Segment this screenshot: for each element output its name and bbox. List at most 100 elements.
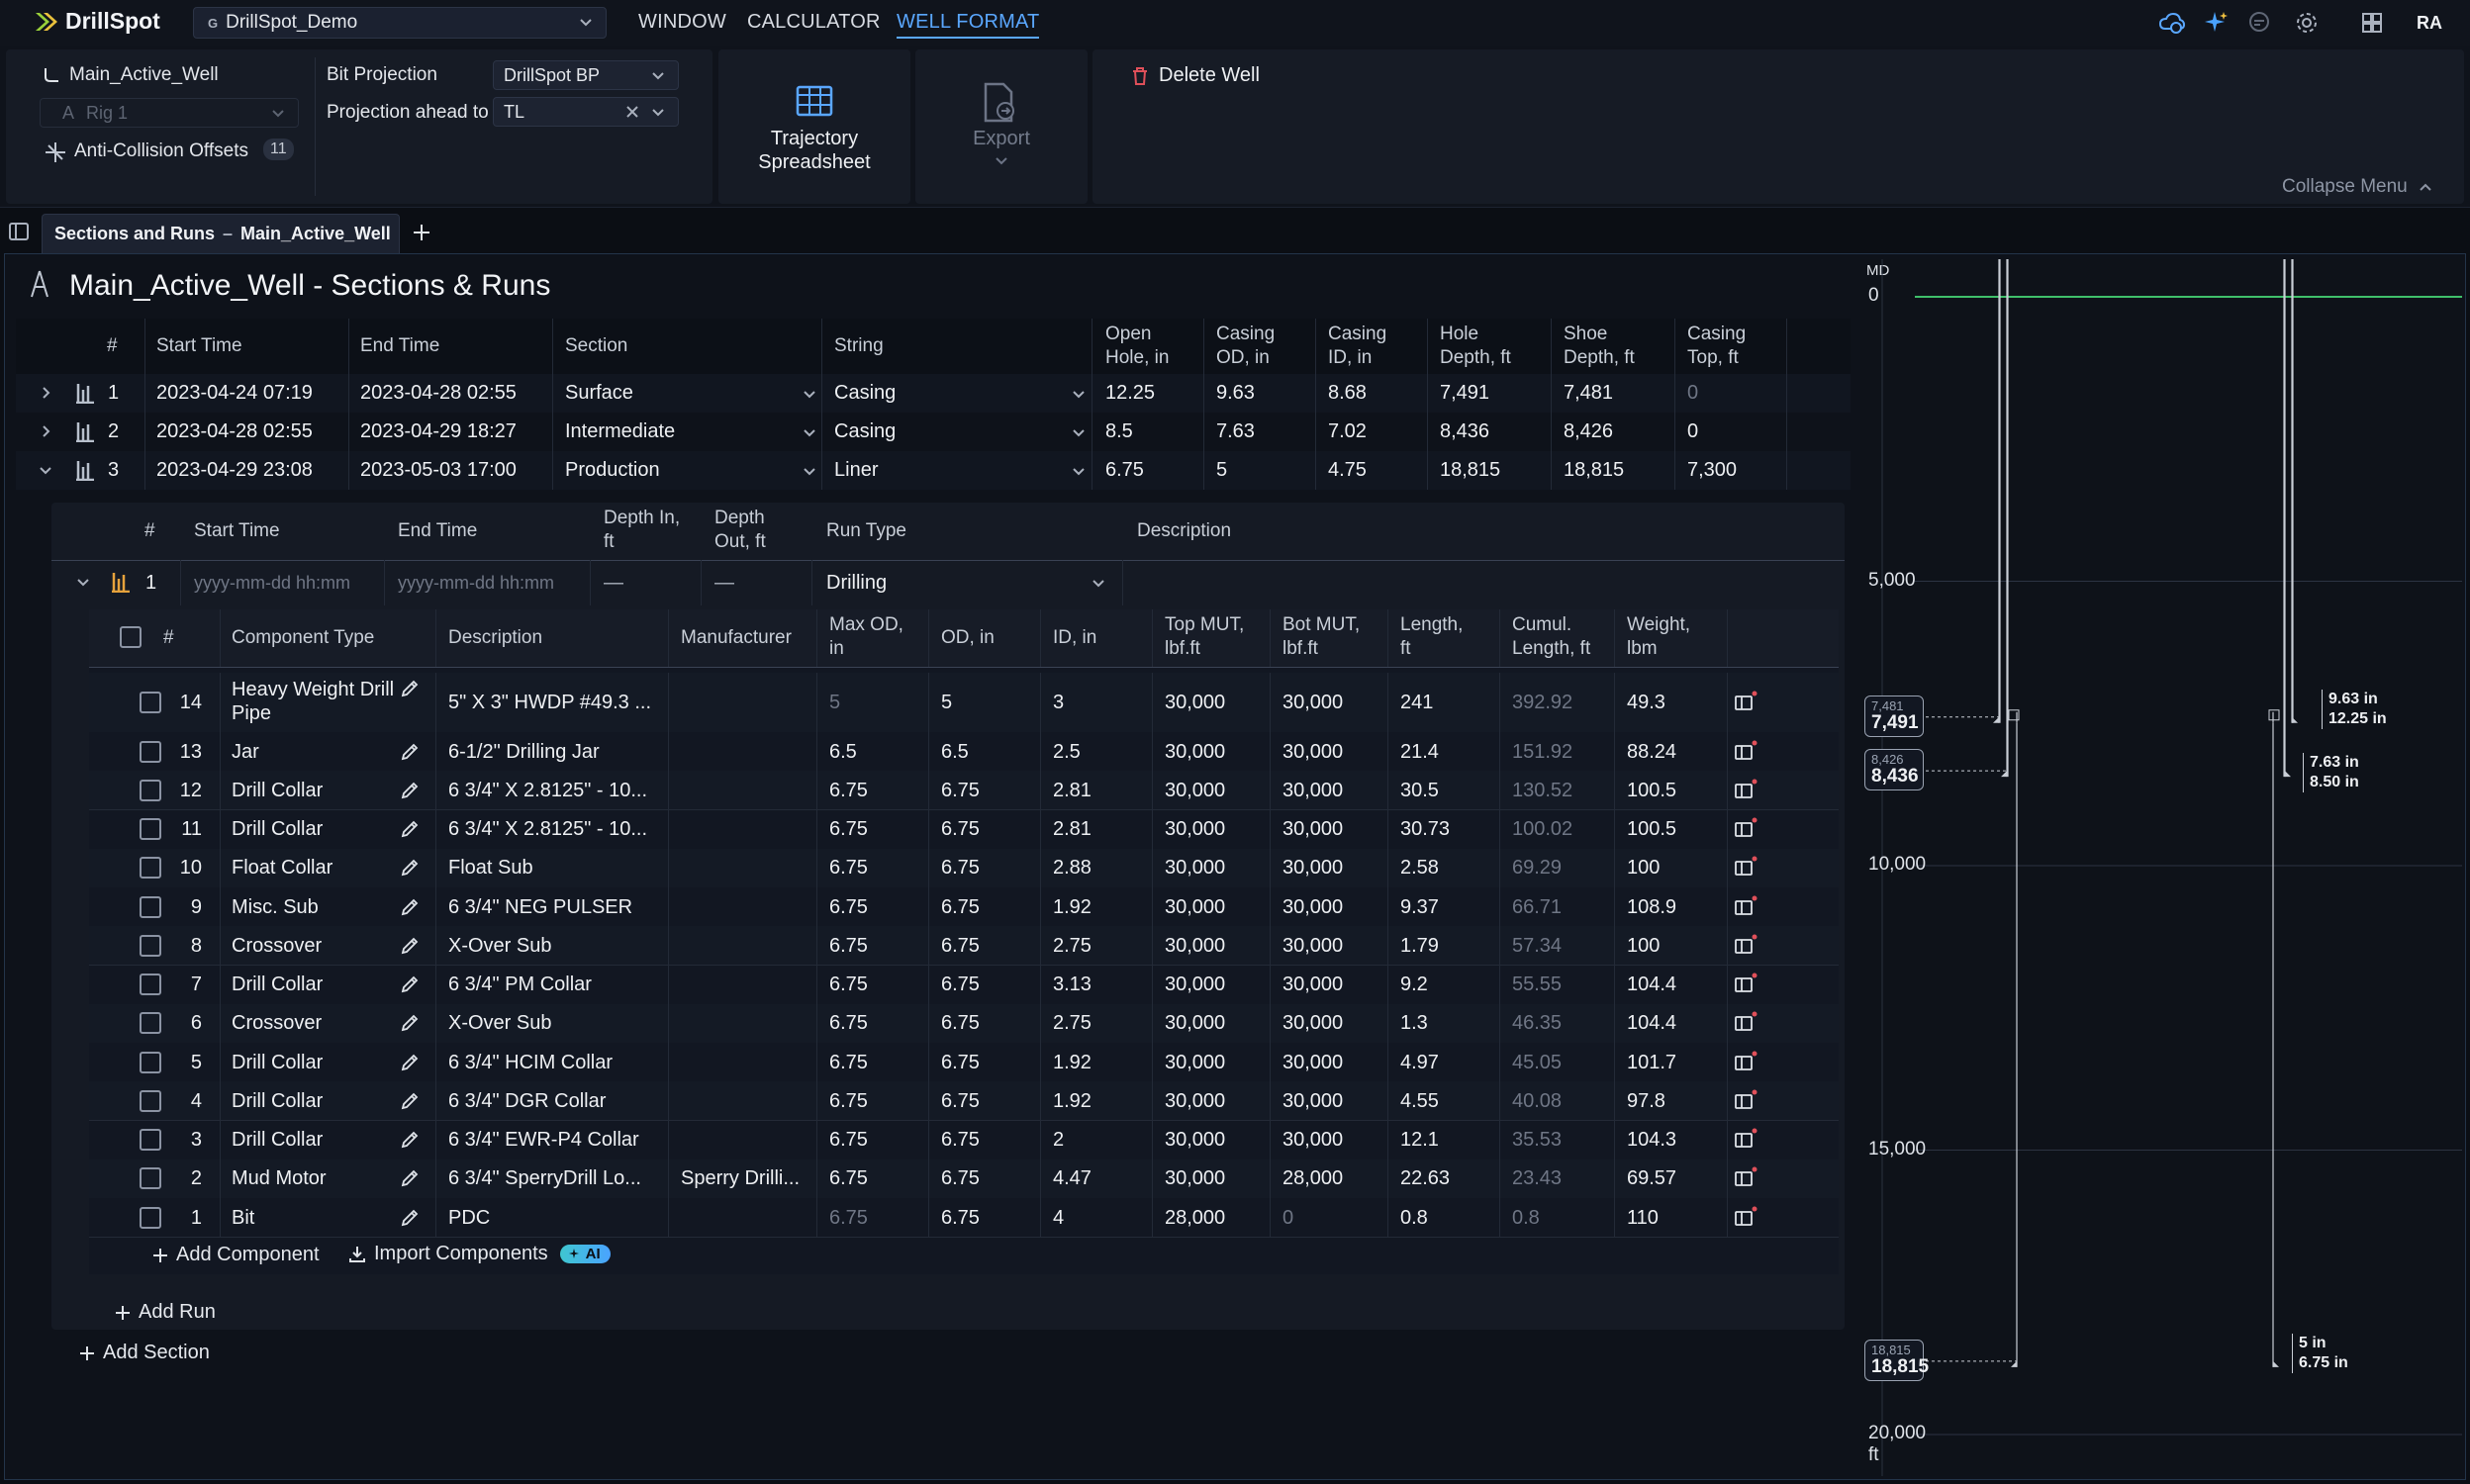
component-od[interactable]: 6.75 xyxy=(941,1089,980,1112)
ai-sparkle-icon[interactable] xyxy=(2202,8,2232,38)
section-num[interactable]: 1 xyxy=(108,382,120,404)
nav-window[interactable]: WINDOW xyxy=(638,11,726,33)
comp-col-weight[interactable]: Weight, lbm xyxy=(1627,614,1691,659)
edit-pencil-icon[interactable] xyxy=(400,1130,420,1150)
component-description[interactable]: PDC xyxy=(448,1206,491,1229)
component-length[interactable]: 9.37 xyxy=(1400,895,1439,918)
chevron-right-icon[interactable] xyxy=(38,423,53,439)
component-cumul[interactable]: 35.53 xyxy=(1512,1129,1563,1151)
component-id[interactable]: 2.81 xyxy=(1053,818,1092,840)
add-tab-icon[interactable] xyxy=(412,223,431,242)
edit-pencil-icon[interactable] xyxy=(400,1091,420,1111)
details-panel-icon[interactable] xyxy=(1734,1011,1758,1033)
component-od[interactable]: 5 xyxy=(941,692,953,713)
component-type[interactable]: Drill Collar xyxy=(232,818,324,840)
component-max-od[interactable]: 6.5 xyxy=(829,740,857,763)
component-row[interactable] xyxy=(89,1043,1839,1081)
component-type[interactable]: Bit xyxy=(232,1206,255,1229)
details-panel-icon[interactable] xyxy=(1734,1166,1758,1188)
comp-col-max-od[interactable]: Max OD, in xyxy=(829,614,903,659)
section-num[interactable]: 2 xyxy=(108,420,120,442)
row-checkbox[interactable] xyxy=(140,974,161,995)
component-weight[interactable]: 104.3 xyxy=(1627,1129,1677,1151)
add-run-button[interactable]: Add Run xyxy=(115,1301,216,1324)
add-component-button[interactable]: Add Component xyxy=(152,1244,320,1266)
col-start-time[interactable]: Start Time xyxy=(156,335,242,356)
section-start[interactable]: 2023-04-29 23:08 xyxy=(156,459,313,481)
component-type[interactable]: Crossover xyxy=(232,1012,323,1035)
component-id[interactable]: 2.88 xyxy=(1053,857,1092,880)
component-cumul[interactable]: 23.43 xyxy=(1512,1167,1563,1190)
component-cumul[interactable]: 55.55 xyxy=(1512,974,1563,995)
section-casing-id[interactable]: 8.68 xyxy=(1328,382,1367,404)
depth-marker[interactable]: 18,815 18,815 xyxy=(1864,1339,1929,1381)
component-manufacturer[interactable]: Sperry Drilli... xyxy=(681,1167,801,1190)
component-row[interactable] xyxy=(89,1081,1839,1121)
component-id[interactable]: 1.92 xyxy=(1053,1089,1092,1112)
component-bot-mut[interactable]: 30,000 xyxy=(1282,779,1344,801)
run-col-run-type[interactable]: Run Type xyxy=(826,520,906,541)
component-type[interactable]: Drill Collar xyxy=(232,1129,324,1151)
anti-collision-offsets[interactable]: Anti-Collision Offsets xyxy=(74,140,248,161)
component-od[interactable]: 6.5 xyxy=(941,740,969,763)
component-id[interactable]: 4 xyxy=(1053,1206,1065,1229)
edit-pencil-icon[interactable] xyxy=(400,858,420,878)
component-od[interactable]: 6.75 xyxy=(941,818,980,840)
sidebar-toggle-icon[interactable] xyxy=(8,222,30,241)
row-checkbox[interactable] xyxy=(140,857,161,880)
bit-projection-select[interactable]: DrillSpot BP xyxy=(493,60,679,90)
details-panel-icon[interactable] xyxy=(1734,1051,1758,1072)
edit-pencil-icon[interactable] xyxy=(400,897,420,917)
component-max-od[interactable]: 5 xyxy=(829,692,841,713)
export-button[interactable]: Export xyxy=(930,77,1073,180)
details-panel-icon[interactable] xyxy=(1734,740,1758,762)
component-cumul[interactable]: 69.29 xyxy=(1512,857,1563,880)
row-checkbox[interactable] xyxy=(140,740,161,763)
component-top-mut[interactable]: 30,000 xyxy=(1165,779,1226,801)
component-bot-mut[interactable]: 30,000 xyxy=(1282,692,1344,713)
chevron-down-icon[interactable] xyxy=(75,574,91,590)
row-checkbox[interactable] xyxy=(140,818,161,840)
section-casing-od[interactable]: 9.63 xyxy=(1216,382,1255,404)
component-type[interactable]: Drill Collar xyxy=(232,779,324,801)
depth-marker[interactable]: 7,481 7,491 xyxy=(1864,695,1924,737)
component-cumul[interactable]: 46.35 xyxy=(1512,1012,1563,1035)
component-row[interactable] xyxy=(89,848,1839,887)
nav-well-format[interactable]: WELL FORMAT xyxy=(897,11,1040,39)
component-length[interactable]: 2.58 xyxy=(1400,857,1439,880)
section-string[interactable]: Casing xyxy=(834,420,897,442)
comp-col-length[interactable]: Length, ft xyxy=(1400,614,1464,659)
component-cumul[interactable]: 45.05 xyxy=(1512,1051,1563,1073)
component-od[interactable]: 6.75 xyxy=(941,895,980,918)
component-description[interactable]: 6 3/4" NEG PULSER xyxy=(448,895,633,918)
app-logo[interactable]: DrillSpot xyxy=(34,8,160,35)
run-col-start[interactable]: Start Time xyxy=(194,520,280,541)
run-col-end[interactable]: End Time xyxy=(398,520,478,541)
tab-sections-and-runs[interactable]: Sections and Runs – Main_Active_Well xyxy=(42,214,400,253)
component-max-od[interactable]: 6.75 xyxy=(829,818,868,840)
details-panel-icon[interactable] xyxy=(1734,691,1758,712)
component-type-line2[interactable]: Pipe xyxy=(232,702,272,724)
component-top-mut[interactable]: 30,000 xyxy=(1165,895,1226,918)
component-od[interactable]: 6.75 xyxy=(941,1206,980,1229)
component-cumul[interactable]: 100.02 xyxy=(1512,818,1573,840)
component-row[interactable] xyxy=(89,926,1839,966)
component-row[interactable] xyxy=(89,673,1839,732)
col-open-hole[interactable]: Open Hole, in xyxy=(1105,324,1170,368)
component-id[interactable]: 2.75 xyxy=(1053,934,1092,957)
component-bot-mut[interactable]: 30,000 xyxy=(1282,934,1344,957)
row-checkbox[interactable] xyxy=(140,1129,161,1151)
user-avatar[interactable]: RA xyxy=(2417,12,2442,33)
section-row[interactable] xyxy=(16,451,1851,490)
component-od[interactable]: 6.75 xyxy=(941,1051,980,1073)
component-bot-mut[interactable]: 0 xyxy=(1282,1206,1294,1229)
component-type[interactable]: Jar xyxy=(232,740,259,763)
component-type[interactable]: Crossover xyxy=(232,934,323,957)
projection-ahead-select[interactable]: TL xyxy=(493,97,679,127)
run-col-depth-out[interactable]: Depth Out, ft xyxy=(714,508,766,552)
component-bot-mut[interactable]: 28,000 xyxy=(1282,1167,1344,1190)
section-casing-od[interactable]: 5 xyxy=(1216,459,1228,481)
component-top-mut[interactable]: 30,000 xyxy=(1165,818,1226,840)
edit-pencil-icon[interactable] xyxy=(400,1208,420,1228)
component-bot-mut[interactable]: 30,000 xyxy=(1282,818,1344,840)
